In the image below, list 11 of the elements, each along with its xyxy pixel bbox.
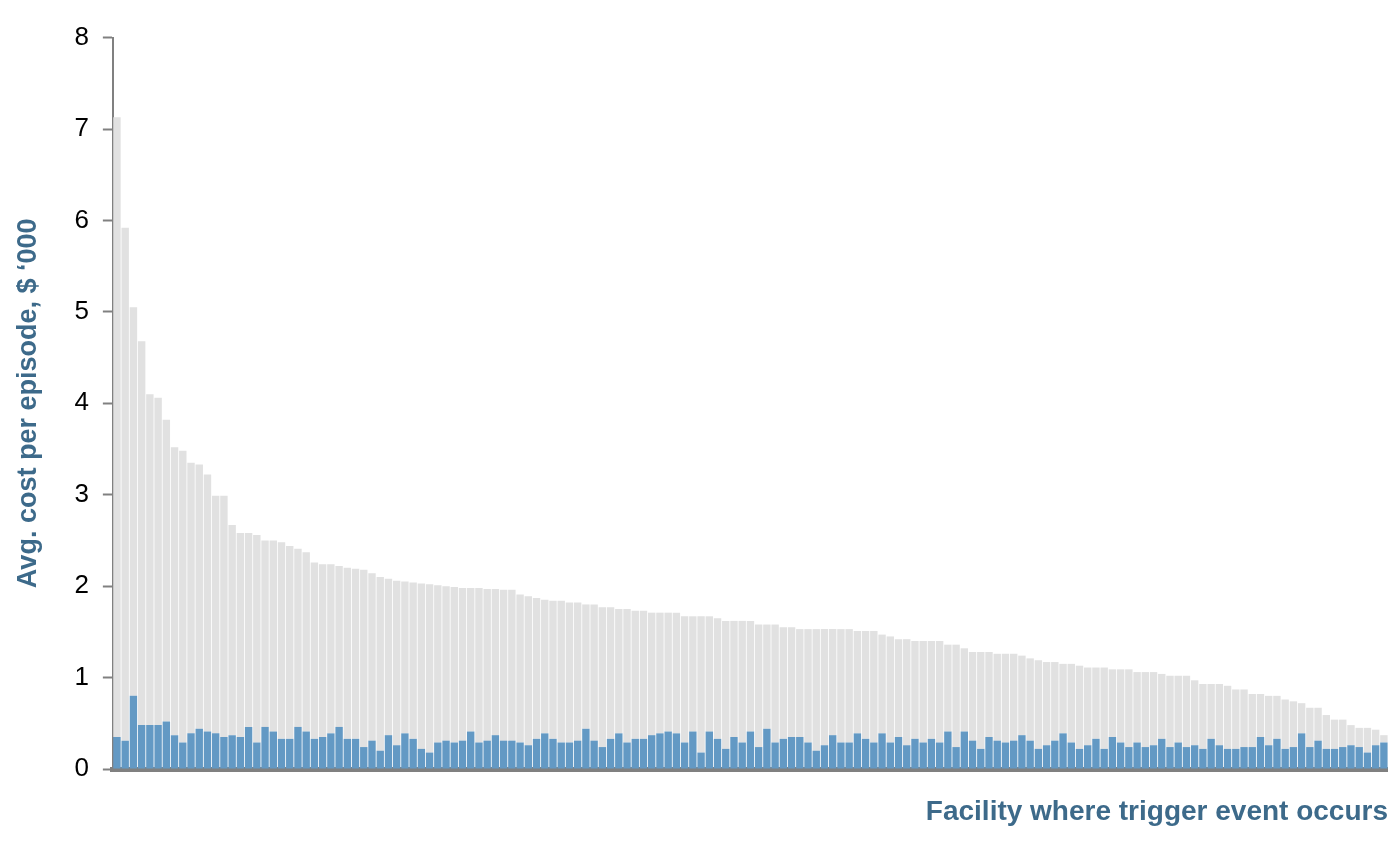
y-axis-title: Avg. cost per episode, $ ‘000 (11, 218, 42, 589)
x-axis-title: Facility where trigger event occurs (925, 794, 1388, 826)
y-tick-label: 2 (74, 569, 89, 600)
y-tick-label: 6 (74, 203, 89, 234)
y-tick-label: 0 (74, 752, 89, 783)
y-tick-label: 4 (74, 386, 89, 417)
y-tick-label: 5 (74, 295, 89, 326)
y-tick-label: 3 (74, 477, 89, 508)
y-tick-label: 1 (74, 660, 89, 691)
y-tick-label: 8 (74, 20, 89, 51)
y-tick-label: 7 (74, 112, 89, 143)
